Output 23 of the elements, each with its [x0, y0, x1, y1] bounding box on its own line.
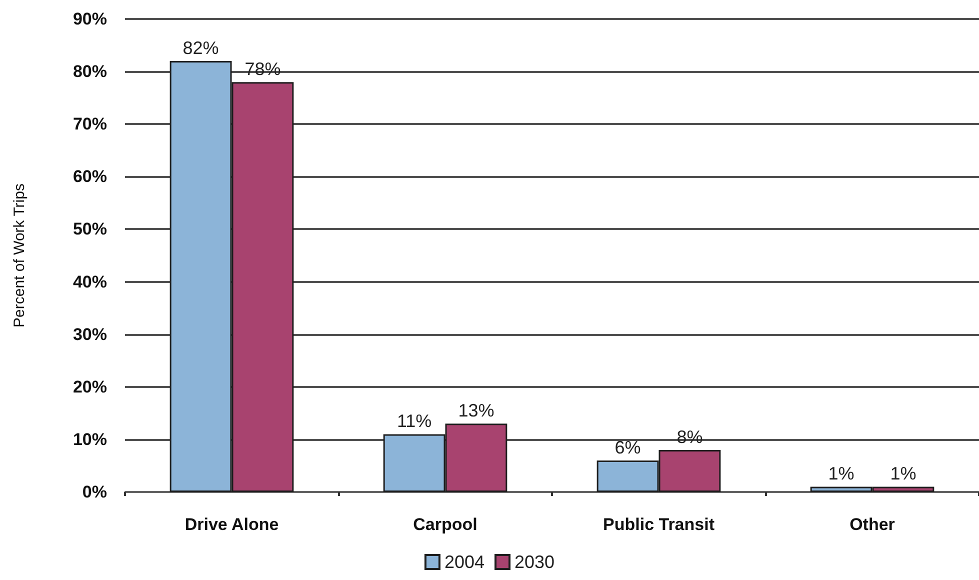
- x-tick-label: Carpool: [413, 515, 478, 534]
- y-tick-label: 20%: [72, 377, 107, 396]
- y-tick-label: 90%: [72, 10, 107, 28]
- x-tick-label: Drive Alone: [184, 515, 279, 534]
- data-label: 13%: [458, 400, 494, 421]
- legend-label: 2004: [444, 552, 485, 572]
- y-tick-label: 60%: [72, 167, 107, 186]
- y-tick-label: 40%: [72, 272, 107, 292]
- y-axis-title: Percent of Work Trips: [11, 184, 28, 328]
- y-tick-label: 50%: [72, 220, 107, 239]
- x-tick-label: Other: [850, 515, 896, 534]
- data-label: 1%: [890, 464, 916, 484]
- data-label: 1%: [828, 464, 854, 484]
- y-tick-label: 10%: [72, 430, 107, 449]
- legend-label: 2030: [514, 552, 555, 572]
- y-tick-label: 0%: [82, 482, 107, 502]
- data-label: 82%: [182, 38, 219, 58]
- data-label: 11%: [396, 411, 432, 432]
- y-tick-label: 80%: [72, 62, 107, 82]
- x-tick-label: Public Transit: [603, 515, 715, 534]
- y-tick-label: 30%: [72, 324, 107, 344]
- y-tick-label: 70%: [72, 114, 107, 134]
- data-label: 6%: [614, 437, 641, 458]
